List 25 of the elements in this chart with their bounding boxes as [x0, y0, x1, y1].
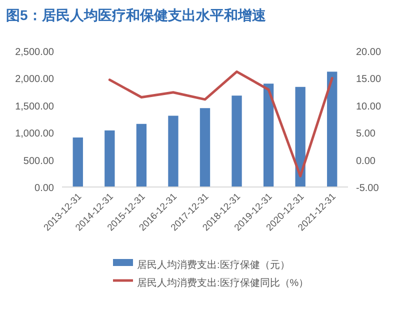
y2-tick-label: 5.00 [356, 128, 376, 140]
bar [327, 72, 338, 187]
y-tick-label: 2,500.00 [15, 47, 54, 58]
y2-tick-label: 20.00 [356, 47, 382, 58]
y2-tick-label: 10.00 [356, 101, 382, 112]
y-tick-label: 0.00 [34, 183, 54, 194]
y2-tick-label: -5.00 [356, 183, 380, 194]
bar [200, 108, 210, 187]
bar [295, 86, 306, 187]
legend-label: 居民人均消费支出:医疗保健（元） [137, 259, 290, 271]
y-tick-label: 500.00 [23, 156, 54, 167]
bar [72, 137, 83, 187]
bar [168, 116, 178, 187]
y-tick-label: 1,000.00 [15, 128, 54, 140]
y-tick-label: 2,000.00 [15, 74, 54, 86]
y-tick-label: 1,500.00 [15, 101, 54, 112]
bar [232, 96, 242, 187]
chart-title: 图5：居民人均医疗和保健支出水平和增速 [6, 7, 267, 23]
y2-tick-label: 0.00 [356, 156, 376, 167]
bar [136, 124, 147, 187]
legend-label: 居民人均消费支出:医疗保健同比（%） [137, 277, 309, 289]
bar [104, 130, 115, 187]
y2-tick-label: 15.00 [356, 74, 382, 86]
bar [263, 84, 274, 187]
line-series [108, 70, 334, 178]
